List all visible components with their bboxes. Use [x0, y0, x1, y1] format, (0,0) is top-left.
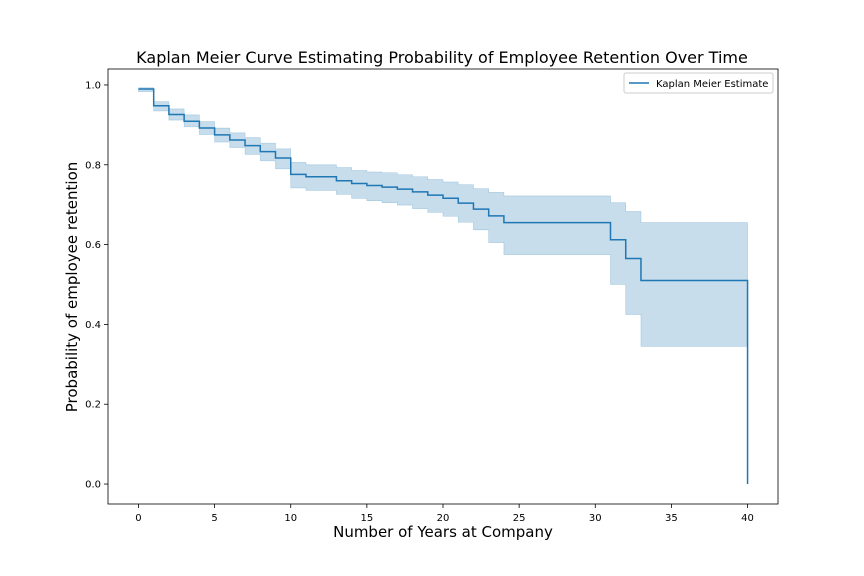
x-tick-label: 0 [135, 513, 141, 524]
y-axis-ticks: 0.0 0.2 0.4 0.6 0.8 1.0 [85, 80, 108, 491]
x-tick-label: 35 [665, 513, 678, 524]
y-tick-label: 0.4 [85, 320, 101, 331]
survival-step-line [138, 88, 749, 485]
y-tick-label: 0.8 [85, 160, 101, 171]
x-tick-label: 20 [437, 513, 450, 524]
legend-box [623, 72, 774, 94]
chart-title: Kaplan Meier Curve Estimating Probabilit… [136, 48, 748, 67]
y-axis-label: Probability of employee retention [63, 162, 81, 413]
y-tick-label: 0.2 [85, 400, 101, 411]
x-tick-label: 25 [513, 513, 526, 524]
x-tick-label: 40 [741, 513, 754, 524]
x-tick-label: 15 [360, 513, 373, 524]
x-axis-label: Number of Years at Company [333, 523, 553, 541]
x-tick-label: 10 [284, 513, 297, 524]
y-tick-label: 0.0 [85, 480, 101, 491]
x-tick-label: 5 [211, 513, 217, 524]
survival-line-layer [138, 88, 749, 485]
y-tick-label: 0.6 [85, 240, 101, 251]
legend-label: Kaplan Meier Estimate [656, 79, 768, 90]
x-axis-ticks: 0 5 10 15 20 25 30 35 40 [135, 504, 754, 524]
legend: Kaplan Meier Estimate [623, 72, 774, 94]
x-tick-label: 30 [589, 513, 602, 524]
y-tick-label: 1.0 [85, 80, 101, 91]
